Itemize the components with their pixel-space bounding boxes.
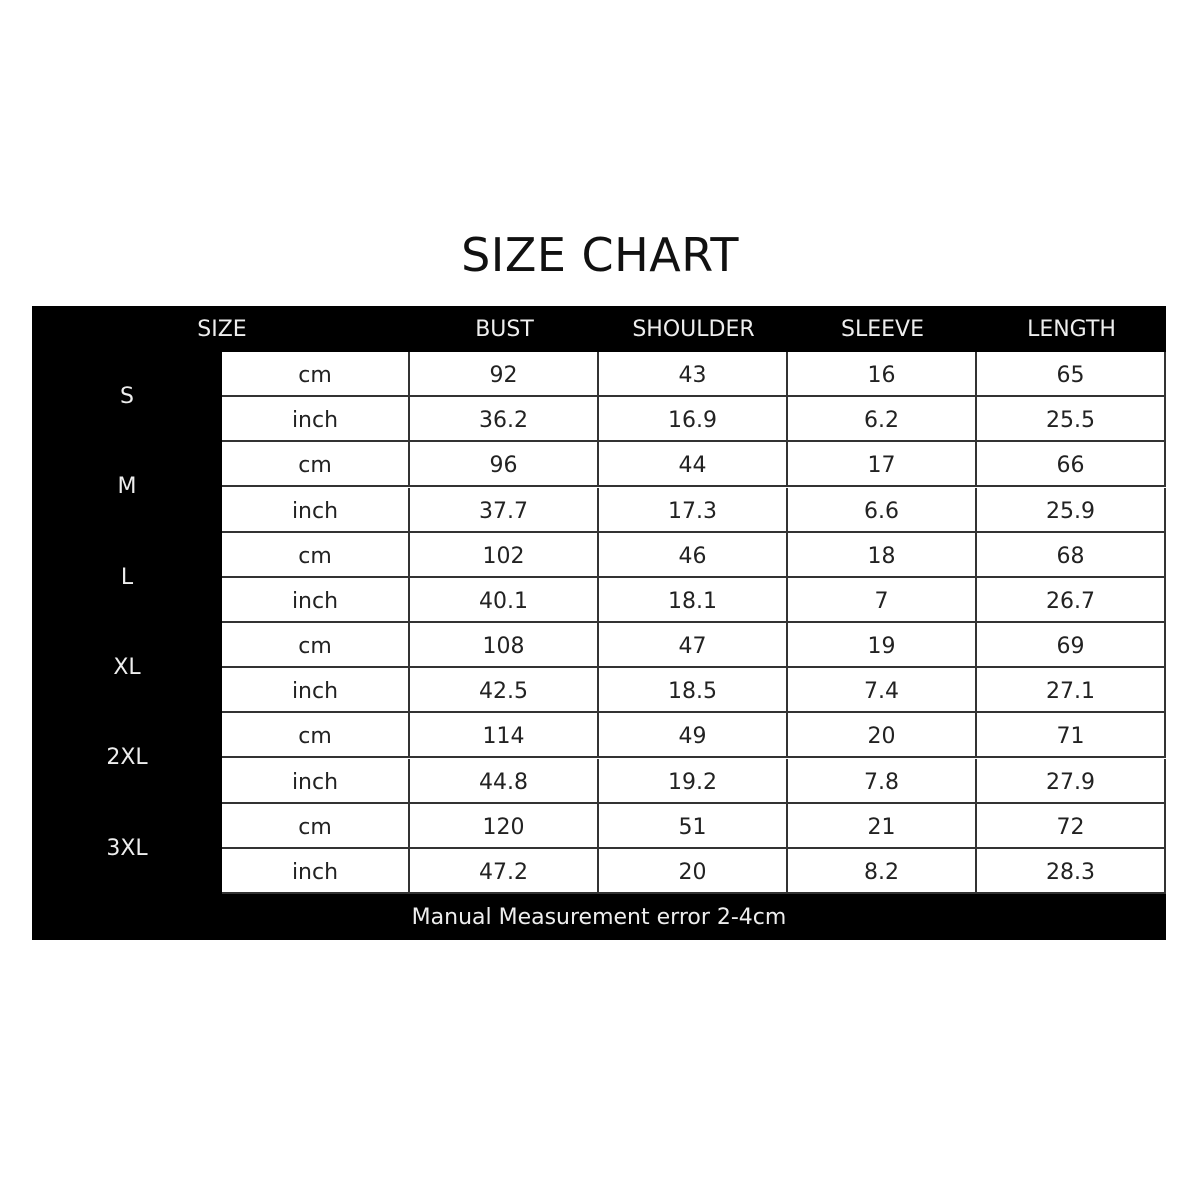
table-cell: 44.8	[410, 758, 599, 804]
table-cell: 19	[788, 623, 977, 669]
table-cell: 47	[599, 623, 788, 669]
table-cell: 8.2	[788, 848, 977, 894]
measurement-grid: cm 92 43 16 65 inch 36.2 16.9 6.2 25.5 cm 96 44 17 66 i…	[222, 352, 1166, 894]
unit-cell: cm	[222, 623, 410, 669]
table-cell: 51	[599, 803, 788, 849]
unit-cell: inch	[222, 397, 410, 443]
column-header-size: SIZE	[197, 317, 247, 342]
table-cell: 7.4	[788, 668, 977, 714]
table-cell: 40.1	[410, 577, 599, 623]
column-header-length: LENGTH	[1027, 317, 1116, 342]
table-cell: 16	[788, 352, 977, 398]
table-cell: 17.3	[599, 487, 788, 533]
column-header-bust: BUST	[475, 317, 534, 342]
table-cell: 65	[977, 352, 1166, 398]
unit-cell: cm	[222, 352, 410, 398]
size-label: 2XL	[106, 745, 148, 771]
table-cell: 96	[410, 442, 599, 488]
unit-cell: cm	[222, 442, 410, 488]
size-chart-table: cm 92 43 16 65 inch 36.2 16.9 6.2 25.5 cm 96 44 17 66 i…	[32, 306, 1166, 940]
table-cell: 37.7	[410, 487, 599, 533]
table-cell: 49	[599, 713, 788, 759]
column-header-shoulder: SHOULDER	[632, 317, 755, 342]
size-label: XL	[113, 655, 141, 680]
table-cell: 102	[410, 532, 599, 578]
unit-cell: cm	[222, 532, 410, 578]
table-cell: 21	[788, 803, 977, 849]
unit-cell: inch	[222, 848, 410, 894]
table-cell: 72	[977, 803, 1166, 849]
table-cell: 69	[977, 623, 1166, 669]
table-cell: 114	[410, 713, 599, 759]
size-label: M	[117, 474, 137, 500]
table-cell: 42.5	[410, 668, 599, 714]
table-cell: 6.2	[788, 397, 977, 443]
unit-cell: inch	[222, 577, 410, 623]
table-cell: 108	[410, 623, 599, 669]
table-cell: 7.8	[788, 758, 977, 804]
table-cell: 27.9	[977, 758, 1166, 804]
unit-cell: inch	[222, 487, 410, 533]
unit-cell: cm	[222, 803, 410, 849]
unit-cell: cm	[222, 713, 410, 759]
table-cell: 18	[788, 532, 977, 578]
table-cell: 25.9	[977, 487, 1166, 533]
page-title: SIZE CHART	[461, 228, 739, 282]
table-cell: 19.2	[599, 758, 788, 804]
table-cell: 26.7	[977, 577, 1166, 623]
table-cell: 27.1	[977, 668, 1166, 714]
table-cell: 68	[977, 532, 1166, 578]
table-cell: 18.1	[599, 577, 788, 623]
table-cell: 25.5	[977, 397, 1166, 443]
table-cell: 47.2	[410, 848, 599, 894]
size-label: L	[120, 564, 134, 590]
table-cell: 18.5	[599, 668, 788, 714]
table-cell: 36.2	[410, 397, 599, 443]
unit-cell: inch	[222, 758, 410, 804]
table-cell: 46	[599, 532, 788, 578]
size-label: S	[120, 384, 134, 409]
table-cell: 6.6	[788, 487, 977, 533]
table-cell: 7	[788, 577, 977, 623]
table-cell: 71	[977, 713, 1166, 759]
table-cell: 120	[410, 803, 599, 849]
table-cell: 20	[599, 848, 788, 894]
table-cell: 43	[599, 352, 788, 398]
table-cell: 17	[788, 442, 977, 488]
table-cell: 44	[599, 442, 788, 488]
table-cell: 92	[410, 352, 599, 398]
table-cell: 16.9	[599, 397, 788, 443]
table-footer-note: Manual Measurement error 2-4cm	[411, 905, 787, 930]
unit-cell: inch	[222, 668, 410, 714]
size-label: 3XL	[106, 835, 148, 861]
table-cell: 28.3	[977, 848, 1166, 894]
column-header-sleeve: SLEEVE	[841, 317, 924, 342]
table-cell: 20	[788, 713, 977, 759]
table-cell: 66	[977, 442, 1166, 488]
